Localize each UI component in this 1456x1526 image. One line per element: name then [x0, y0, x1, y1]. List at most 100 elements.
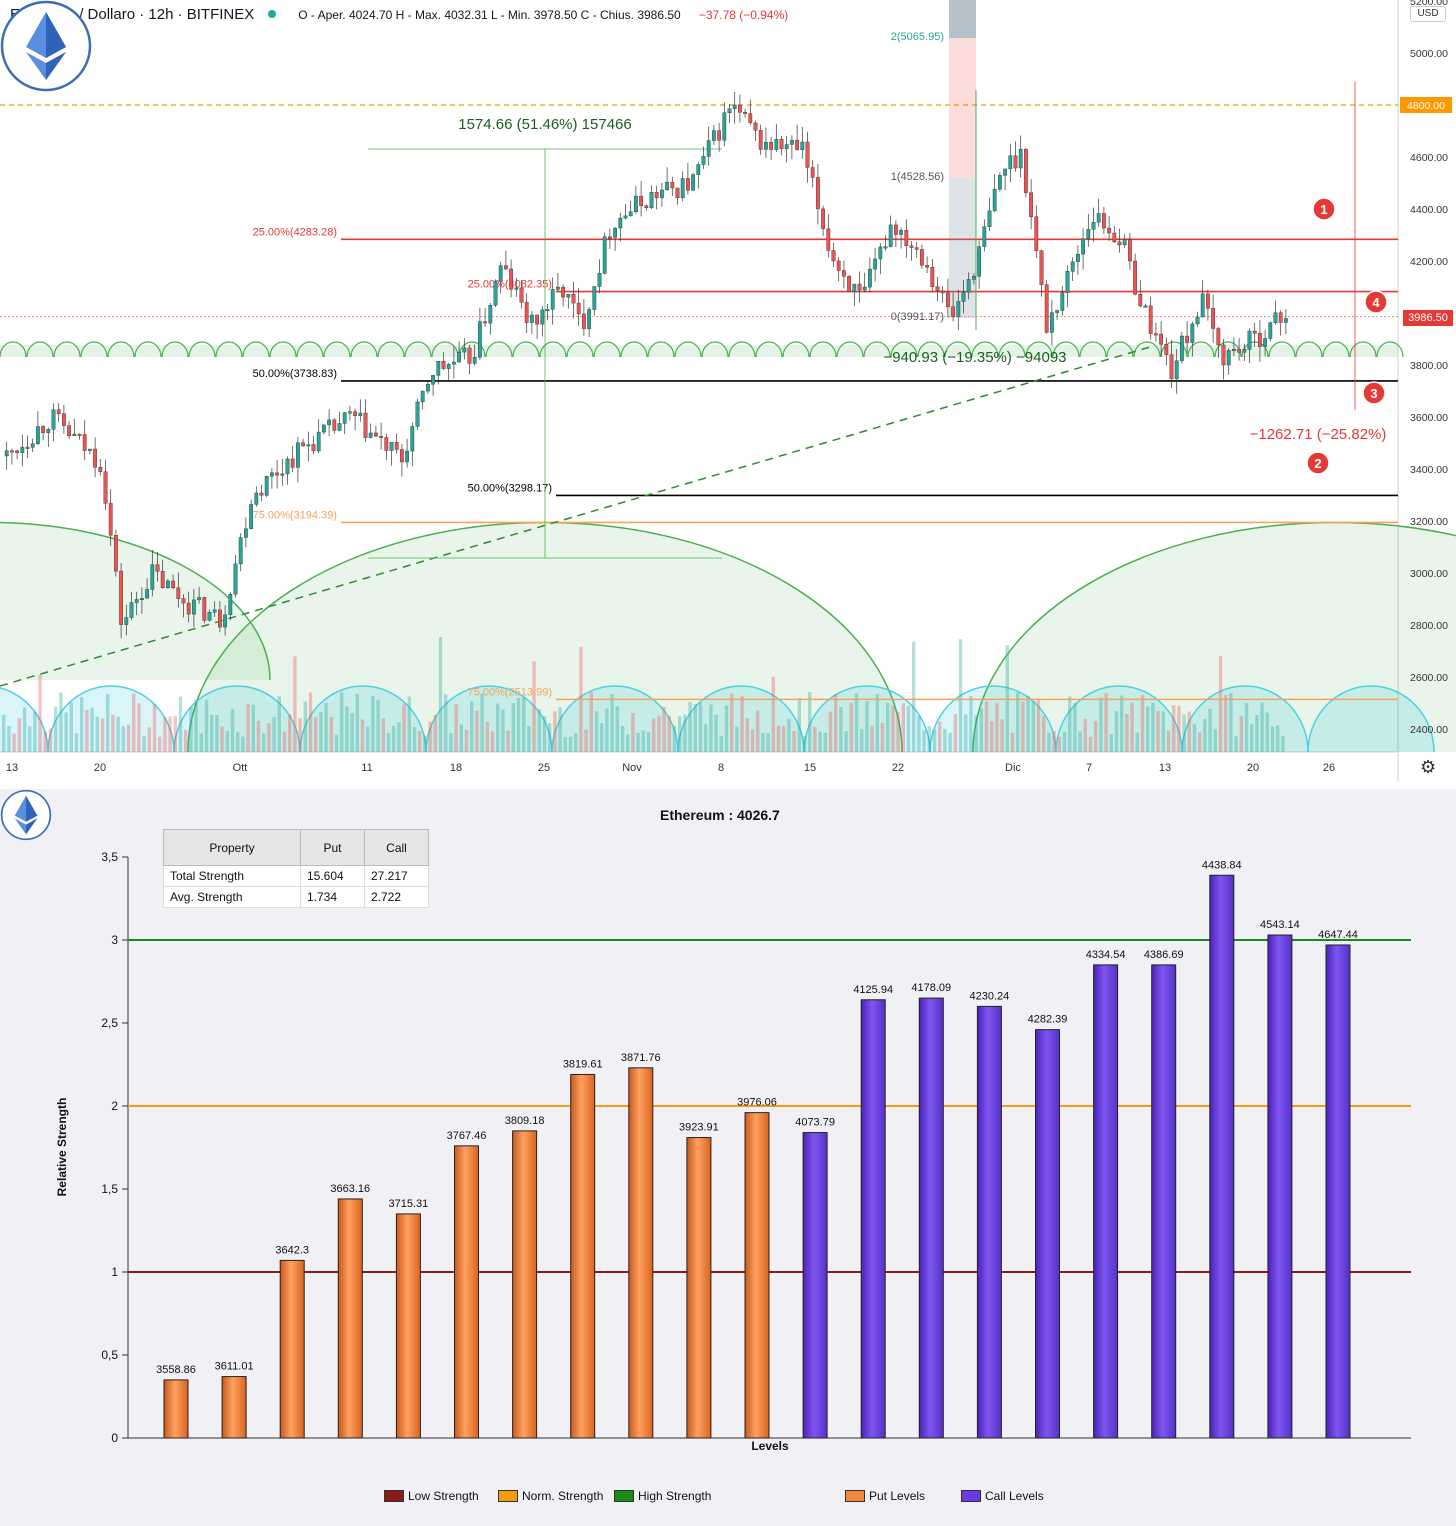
price-chart[interactable]: 25.00%(4283.28)25.00%(4082.35)50.00%(373…: [0, 0, 1456, 782]
time-axis[interactable]: 13 20 Ott 11 18 25 Nov 8 15 22 Dic 7 13 20 26: [6, 762, 1335, 774]
candle-body: [259, 492, 264, 496]
candle-body: [727, 108, 732, 113]
volume-bar: [787, 719, 791, 752]
candle-body: [1096, 213, 1101, 223]
cycle-arc: [677, 685, 805, 753]
price-tick-label: 4600.00: [1410, 152, 1448, 164]
candle-body: [270, 472, 274, 477]
marker-2[interactable]: 2: [1306, 451, 1330, 475]
candle-body: [1283, 318, 1288, 323]
candle-body: [514, 287, 519, 290]
volume-bar: [1031, 701, 1035, 752]
price-tick-label: 2800.00: [1410, 620, 1448, 632]
table-cell: 27.217: [364, 865, 429, 887]
volume-bar: [1161, 711, 1165, 752]
candle-body: [243, 528, 248, 538]
volume-bar: [69, 702, 73, 752]
volume-bar: [548, 723, 552, 752]
fib-ext-box: [949, 38, 976, 178]
time-tick-label: 7: [1086, 762, 1092, 774]
volume-bar: [1151, 703, 1155, 752]
volume-bar: [917, 715, 921, 752]
trendline[interactable]: [0, 346, 1151, 687]
volume-bar: [199, 733, 203, 752]
time-tick-label: 15: [804, 762, 816, 774]
volume-bar: [256, 720, 261, 752]
candle-body: [639, 195, 644, 207]
market-status-icon: [268, 10, 277, 18]
volume-bar: [418, 731, 422, 752]
fib-label: 75.00%(3194.39): [253, 509, 337, 521]
candle-body: [779, 139, 784, 149]
candle-body: [774, 139, 779, 150]
volume-bar: [698, 702, 703, 752]
candle-body: [374, 432, 378, 437]
candle-body: [524, 302, 529, 323]
candle-body: [634, 195, 638, 213]
volume-bar: [1250, 723, 1254, 752]
candle-body: [940, 290, 945, 294]
volume-bar: [230, 708, 235, 752]
volume-bar: [938, 721, 942, 752]
volume-bar: [116, 716, 120, 752]
volume-bar: [1052, 730, 1056, 752]
volume-bar: [308, 692, 313, 752]
volume-bar: [64, 712, 68, 752]
price-change: −37.78 (−0.94%): [698, 8, 789, 22]
volume-bar: [761, 732, 765, 752]
candle-body: [550, 289, 555, 310]
candle-body: [909, 245, 914, 248]
cycle-arcs-small: [0, 685, 1435, 753]
band-arc: [647, 341, 675, 358]
volume-bar: [948, 732, 952, 752]
bar-value-label: 3819.61: [563, 1058, 603, 1070]
y-tick-label: 3: [111, 933, 118, 947]
candle-body: [139, 598, 144, 601]
candle-body: [1200, 293, 1205, 318]
candle-body: [327, 419, 331, 426]
price-axis[interactable]: 2400.00 2600.00 2800.00 3000.00 3200.00 3400.…: [1400, 0, 1452, 736]
time-tick-label: 13: [1159, 762, 1171, 774]
currency-selector[interactable]: USD: [1410, 6, 1446, 22]
candle-body: [1257, 333, 1262, 347]
volume-bar: [485, 721, 489, 752]
table-header: Put: [300, 829, 365, 866]
candle-body: [379, 435, 383, 438]
marker-label: 2: [1314, 456, 1321, 471]
volume-bar: [1177, 705, 1181, 752]
band-arc: [917, 341, 945, 358]
volume-bar: [1125, 714, 1129, 752]
candle-body: [826, 228, 831, 251]
table-cell: Avg. Strength: [163, 886, 301, 908]
marker-3[interactable]: 3: [1362, 381, 1386, 405]
candle-body: [753, 122, 758, 131]
volume-bar: [85, 709, 89, 752]
band-arc: [1322, 341, 1350, 358]
volume-bar: [17, 718, 21, 752]
gear-icon[interactable]: ⚙: [1420, 757, 1437, 777]
bar: [1151, 964, 1177, 1439]
volume-bar: [1099, 697, 1103, 752]
legend-item-low: Low Strength: [384, 1489, 479, 1503]
candle-body: [836, 260, 841, 271]
volume-bar: [808, 692, 812, 752]
bar-value-label: 4073.79: [795, 1117, 835, 1129]
volume-bar: [615, 706, 619, 752]
table-cell: 15.604: [300, 865, 365, 887]
candle-body: [1237, 349, 1242, 353]
candle-body: [743, 111, 748, 114]
marker-4[interactable]: 4: [1364, 290, 1388, 314]
candle-body: [56, 409, 61, 414]
volume-bar: [272, 717, 276, 752]
marker-1[interactable]: 1: [1312, 197, 1336, 221]
volume-bar: [397, 722, 401, 752]
table-row: Avg. Strength 1.734 2.722: [163, 886, 429, 908]
candle-body: [467, 347, 472, 364]
band-arc: [53, 341, 81, 358]
chart-title: Ethereum : 4026.7: [660, 807, 780, 823]
volume-bar: [277, 696, 281, 752]
volume-bar: [1198, 732, 1202, 752]
candle-body: [649, 192, 654, 208]
candle-body: [1195, 316, 1200, 325]
price-tick-label: 2400.00: [1410, 724, 1448, 736]
